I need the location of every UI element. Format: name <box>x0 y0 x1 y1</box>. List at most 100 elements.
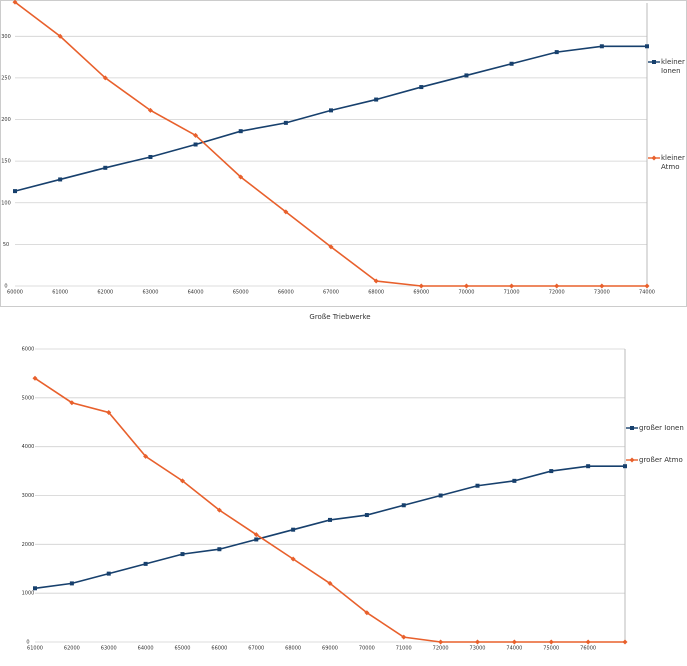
point <box>599 44 604 49</box>
point <box>623 464 627 469</box>
y-tick-label: 4000 <box>22 444 35 450</box>
point <box>401 503 406 508</box>
legend-label: kleiner Ionen <box>661 57 685 75</box>
point <box>512 478 517 483</box>
point <box>622 639 628 645</box>
x-tick-label: 62000 <box>64 646 80 652</box>
x-tick-label: 69000 <box>413 290 429 296</box>
point <box>374 97 379 102</box>
point <box>438 639 444 645</box>
x-tick-label: 64000 <box>138 646 154 652</box>
y-tick-label: 2000 <box>22 542 35 548</box>
y-tick-label: 300 <box>1 34 11 40</box>
x-tick-label: 70000 <box>359 646 375 652</box>
point <box>549 469 554 474</box>
point <box>327 580 333 586</box>
x-tick-label: 66000 <box>211 646 227 652</box>
point <box>13 189 17 194</box>
y-tick-label: 5000 <box>22 395 35 401</box>
point <box>238 174 244 180</box>
point <box>599 283 605 289</box>
x-tick-label: 62000 <box>97 290 113 296</box>
point <box>328 244 334 250</box>
point <box>509 61 514 66</box>
point <box>69 581 74 586</box>
point <box>283 209 289 215</box>
y-tick-label: 6000 <box>22 347 35 353</box>
point <box>645 44 649 49</box>
point <box>438 493 443 498</box>
point <box>180 552 185 557</box>
point <box>32 375 38 381</box>
x-tick-label: 74000 <box>506 646 522 652</box>
x-tick-label: 63000 <box>142 290 158 296</box>
point <box>373 278 379 284</box>
point <box>12 0 18 5</box>
point <box>509 283 515 289</box>
x-tick-label: 61000 <box>27 646 43 652</box>
legend-marker <box>630 426 634 430</box>
x-tick-label: 72000 <box>549 290 565 296</box>
point <box>283 120 288 125</box>
legend-marker <box>651 155 657 161</box>
point <box>463 283 469 289</box>
point <box>548 639 554 645</box>
y-tick-label: 200 <box>1 117 11 123</box>
point <box>511 639 517 645</box>
point <box>585 639 591 645</box>
legend-marker <box>652 60 656 64</box>
point <box>254 537 259 542</box>
point <box>418 283 424 289</box>
point <box>193 132 199 138</box>
point <box>69 400 75 406</box>
point <box>143 561 148 566</box>
point <box>216 507 222 513</box>
y-tick-label: 0 <box>26 640 29 646</box>
y-tick-label: 100 <box>1 200 11 206</box>
x-tick-label: 68000 <box>368 290 384 296</box>
series-line <box>14 1 647 287</box>
chart-title: Große Triebwerke <box>309 313 370 321</box>
frame <box>0 0 687 307</box>
x-tick-label: 71000 <box>504 290 520 296</box>
x-tick-label: 70000 <box>458 290 474 296</box>
y-tick-label: 250 <box>1 75 11 81</box>
x-tick-label: 64000 <box>188 290 204 296</box>
y-tick-label: 0 <box>4 284 7 290</box>
x-tick-label: 73000 <box>594 290 610 296</box>
point <box>364 610 370 616</box>
point <box>554 283 560 289</box>
point <box>586 464 591 469</box>
point <box>475 639 480 645</box>
x-tick-label: 67000 <box>323 290 339 296</box>
x-tick-label: 68000 <box>285 646 301 652</box>
point <box>644 283 650 289</box>
y-tick-label: 150 <box>1 159 11 165</box>
x-tick-label: 69000 <box>322 646 338 652</box>
point <box>464 73 469 78</box>
point <box>143 453 149 459</box>
point <box>33 586 37 591</box>
point <box>364 513 369 518</box>
series-line <box>34 377 625 643</box>
x-tick-label: 71000 <box>396 646 412 652</box>
point <box>290 556 296 562</box>
x-tick-label: 65000 <box>175 646 191 652</box>
point <box>329 108 333 113</box>
point <box>106 409 112 415</box>
point <box>180 478 185 484</box>
x-tick-label: 74000 <box>639 290 655 296</box>
series-line <box>14 45 647 192</box>
point <box>328 517 332 522</box>
point <box>106 571 111 576</box>
x-tick-label: 63000 <box>101 646 117 652</box>
y-tick-label: 3000 <box>22 493 35 499</box>
x-tick-label: 67000 <box>248 646 264 652</box>
point <box>147 107 153 113</box>
y-tick-label: 50 <box>3 242 9 248</box>
x-tick-label: 66000 <box>278 290 294 296</box>
point <box>57 33 63 39</box>
legend-label: großer Atmo <box>639 455 683 464</box>
